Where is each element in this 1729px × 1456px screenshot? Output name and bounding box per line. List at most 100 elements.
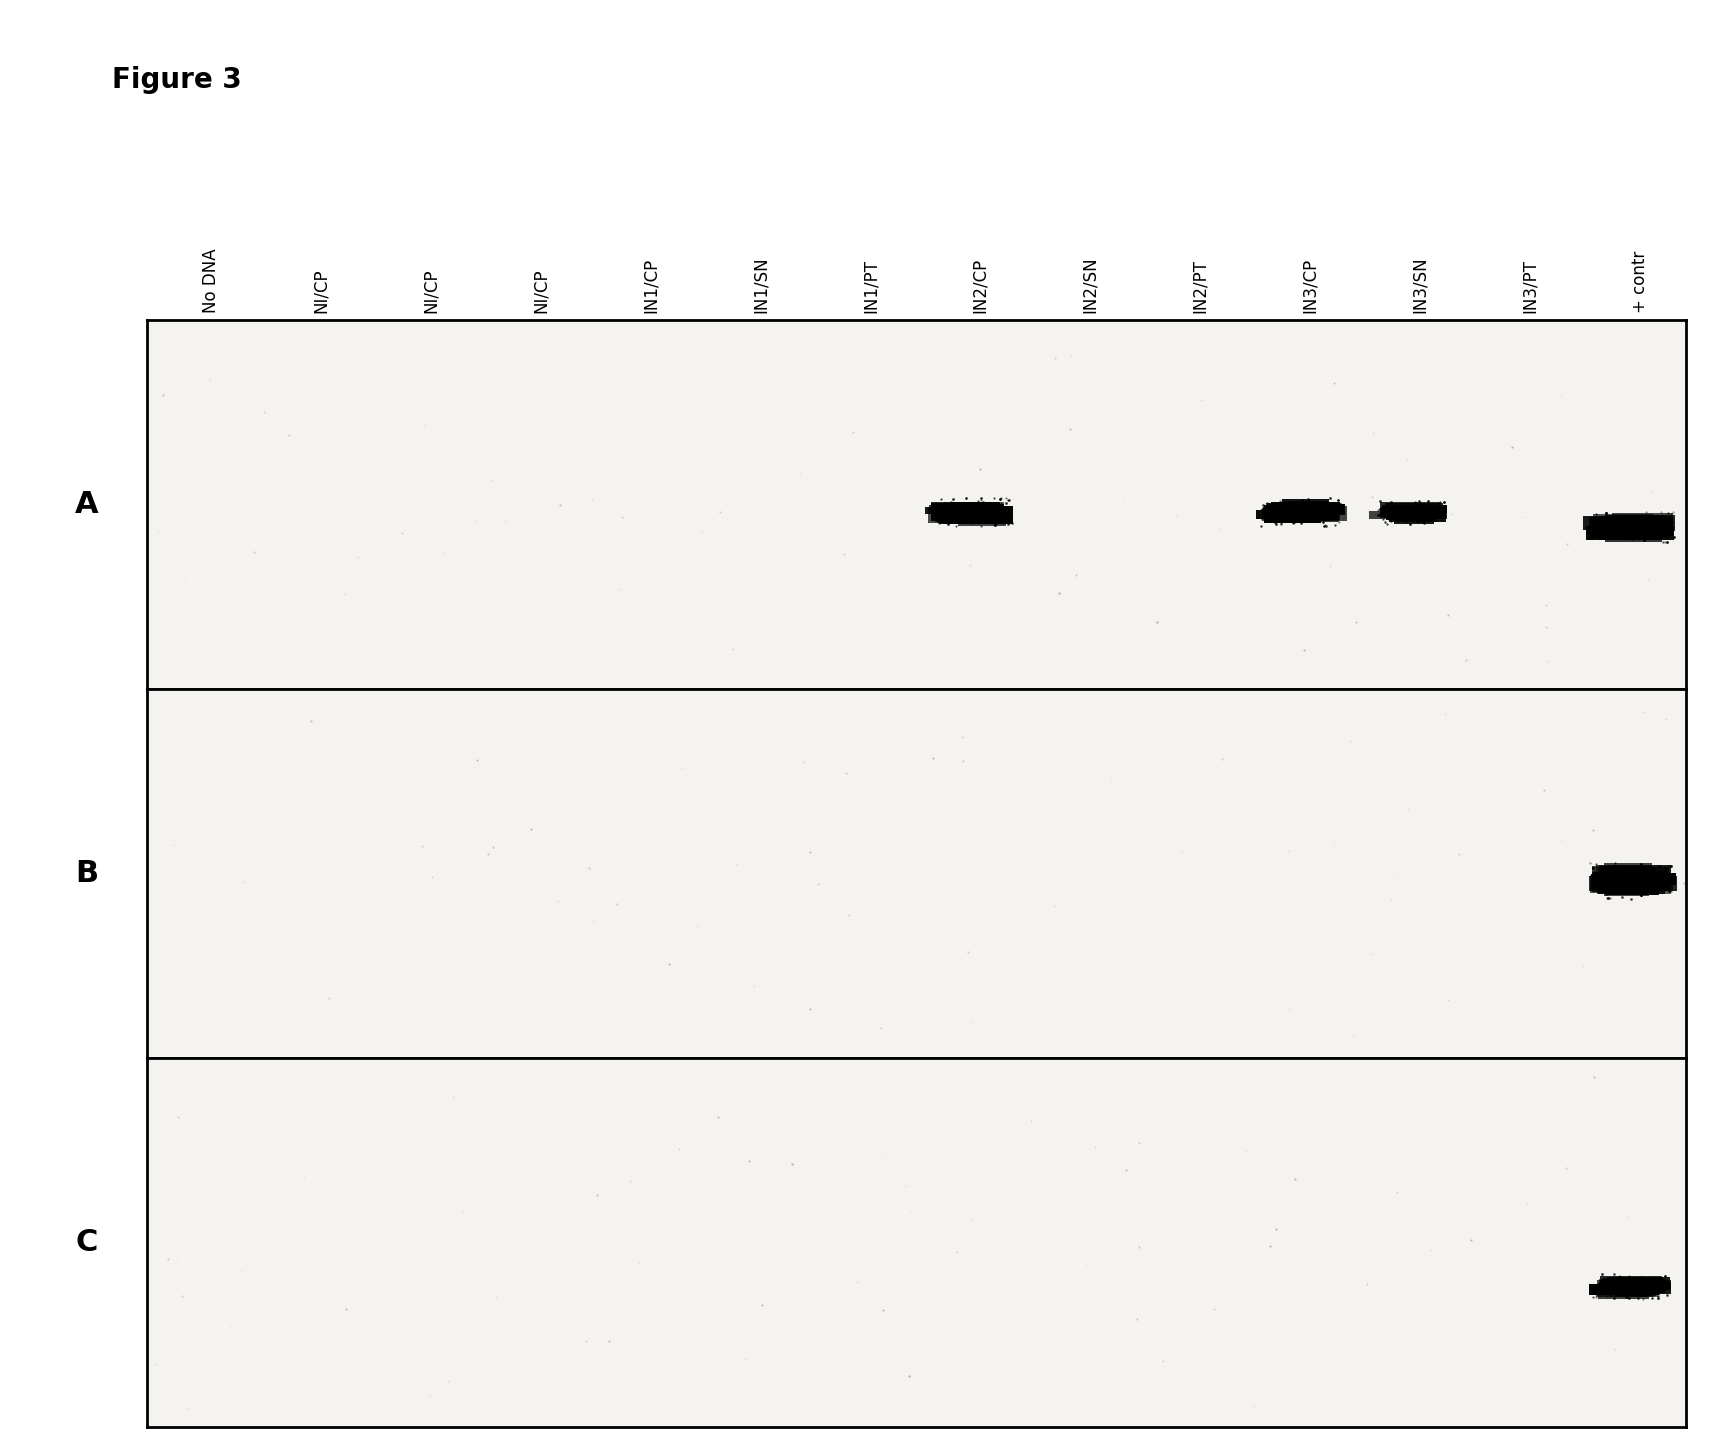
Bar [1591, 1287, 1660, 1296]
Text: IN3/CP: IN3/CP [1300, 258, 1319, 313]
Bar [1599, 865, 1672, 884]
Bar [925, 508, 998, 514]
Bar [1606, 515, 1675, 531]
Text: No DNA: No DNA [202, 249, 220, 313]
Bar [1392, 514, 1426, 520]
Bar [944, 502, 1003, 513]
Bar [1611, 1277, 1663, 1290]
Bar [1610, 874, 1651, 890]
Bar [941, 510, 989, 524]
Bar [1399, 508, 1432, 521]
Bar [1266, 504, 1340, 520]
Bar [1606, 874, 1675, 885]
Bar [1599, 515, 1644, 534]
Bar [1582, 517, 1662, 530]
Bar [934, 511, 1008, 523]
Bar [1605, 874, 1674, 890]
Bar [956, 511, 999, 520]
Bar [1286, 501, 1330, 518]
Bar [1388, 507, 1423, 515]
Bar [1591, 529, 1656, 539]
Bar [1613, 1287, 1658, 1297]
Bar [1598, 1283, 1649, 1299]
Bar [1605, 879, 1649, 895]
Bar [1278, 504, 1345, 515]
Bar [1257, 511, 1326, 518]
Text: IN2/CP: IN2/CP [972, 258, 989, 313]
Bar [1620, 872, 1660, 890]
Bar [947, 511, 1010, 523]
Bar [930, 502, 996, 511]
Bar [939, 504, 989, 521]
Bar [1271, 502, 1340, 513]
Bar [1596, 1284, 1655, 1297]
Bar [1596, 520, 1655, 530]
Text: IN2/SN: IN2/SN [1081, 256, 1100, 313]
Bar [1395, 507, 1437, 521]
Bar [935, 505, 996, 521]
Bar [1608, 521, 1670, 537]
Bar [1611, 513, 1674, 529]
Bar [932, 504, 998, 521]
Bar [937, 513, 1008, 523]
Bar [1596, 865, 1670, 884]
Bar [1589, 875, 1665, 891]
Bar [1610, 1284, 1653, 1294]
Text: IN1/SN: IN1/SN [752, 256, 769, 313]
Text: IN1/CP: IN1/CP [641, 258, 659, 313]
Bar [1606, 871, 1668, 887]
Bar [1276, 510, 1324, 521]
Bar [1608, 1287, 1665, 1293]
Bar [1394, 505, 1442, 514]
Bar [1615, 878, 1667, 888]
Bar [1598, 877, 1665, 894]
Bar [1279, 502, 1326, 511]
Bar [1601, 877, 1677, 891]
Text: Figure 3: Figure 3 [112, 66, 242, 93]
Bar [1285, 505, 1338, 511]
Bar [928, 508, 992, 523]
Bar [1592, 866, 1653, 882]
Text: A: A [74, 491, 99, 520]
Bar [1264, 511, 1321, 523]
Text: + contr: + contr [1630, 250, 1649, 313]
Bar [1281, 499, 1330, 514]
Bar [1605, 863, 1651, 884]
Bar [1610, 520, 1660, 527]
Bar [1394, 508, 1442, 518]
Text: NI/CP: NI/CP [311, 268, 330, 313]
Bar [1606, 877, 1660, 895]
Bar [1383, 505, 1426, 515]
Bar [956, 507, 1006, 524]
Bar [1267, 507, 1324, 515]
Text: IN1/PT: IN1/PT [861, 259, 880, 313]
Bar [1610, 1286, 1665, 1293]
Bar [1603, 526, 1674, 540]
Bar [1592, 517, 1672, 536]
Bar [1615, 1280, 1662, 1289]
Bar [1599, 1277, 1662, 1287]
Bar [1278, 505, 1347, 521]
Text: IN3/PT: IN3/PT [1522, 259, 1539, 313]
Bar [1264, 507, 1317, 518]
Bar [1608, 1284, 1660, 1294]
Bar [1601, 1281, 1651, 1291]
Bar [1271, 510, 1311, 518]
Bar [1596, 520, 1665, 527]
Text: B: B [74, 859, 99, 888]
Bar [1599, 1278, 1665, 1290]
Bar [1596, 878, 1644, 894]
Bar [1585, 526, 1658, 540]
Bar [1264, 507, 1316, 515]
Bar [1392, 510, 1428, 517]
Bar [1618, 515, 1665, 533]
Bar [1273, 504, 1331, 521]
Bar [949, 513, 1001, 518]
Bar [1603, 1278, 1648, 1286]
Bar [1385, 502, 1442, 517]
Bar [1388, 511, 1447, 521]
Bar [960, 505, 1003, 520]
Bar [1394, 508, 1439, 517]
Bar [1598, 1280, 1665, 1287]
Bar [1594, 874, 1663, 888]
